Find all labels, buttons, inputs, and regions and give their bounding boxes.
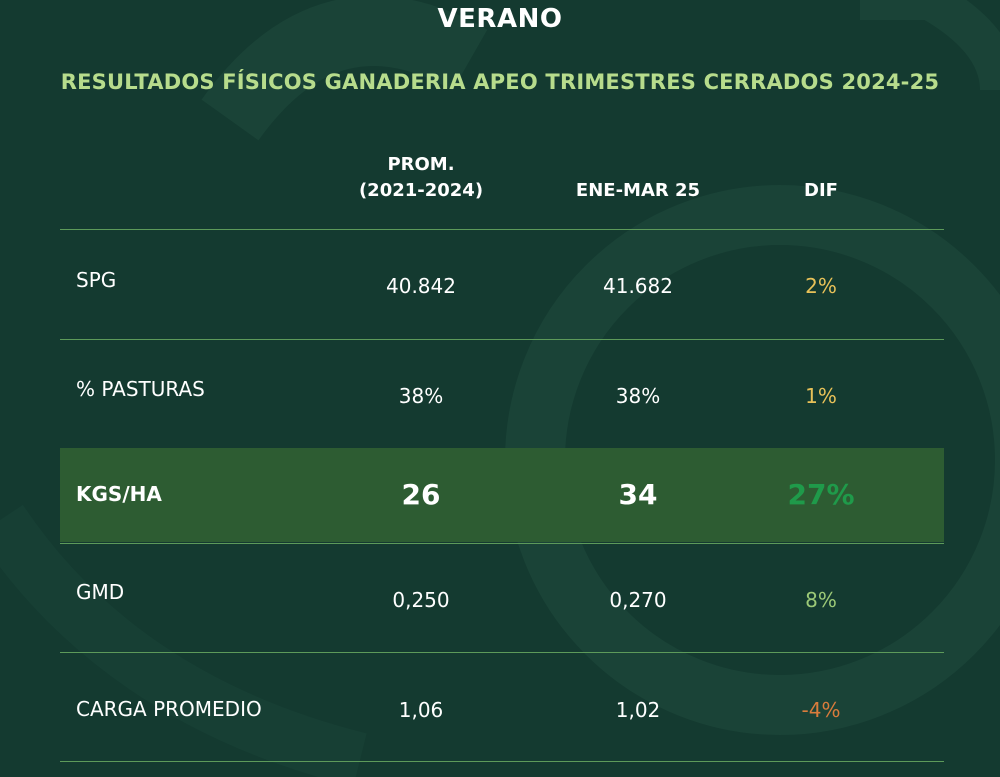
row-label-carga-promedio: CARGA PROMEDIO xyxy=(76,697,262,721)
cell-spg-prom: 40.842 xyxy=(386,274,456,298)
cell-carga-current: 1,02 xyxy=(615,698,661,722)
cell-spg-dif: 2% xyxy=(805,274,837,298)
divider xyxy=(60,652,944,653)
cell-pasturas-prom: 38% xyxy=(398,384,444,408)
row-label-spg: SPG xyxy=(76,268,117,292)
divider xyxy=(60,543,944,544)
highlighted-row-background xyxy=(60,448,944,542)
cell-pasturas-current: 38% xyxy=(615,384,661,408)
divider xyxy=(60,229,944,230)
cell-kgs-ha-current: 34 xyxy=(618,478,658,511)
row-label-pasturas: % PASTURAS xyxy=(76,377,205,401)
column-header-dif: DIF xyxy=(804,180,838,201)
cell-carga-dif: -4% xyxy=(801,698,841,722)
cell-kgs-ha-prom: 26 xyxy=(401,478,441,511)
cell-spg-current: 41.682 xyxy=(603,274,673,298)
cell-gmd-current: 0,270 xyxy=(609,588,667,612)
row-label-kgs-ha: KGS/HA xyxy=(76,482,162,506)
page-title: VERANO xyxy=(437,4,563,34)
row-label-gmd: GMD xyxy=(76,580,125,604)
column-header-prom: PROM. (2021-2024) xyxy=(358,154,484,201)
cell-carga-prom: 1,06 xyxy=(398,698,444,722)
cell-kgs-ha-dif: 27% xyxy=(787,478,855,511)
cell-pasturas-dif: 1% xyxy=(805,384,837,408)
column-header-ene-mar: ENE-MAR 25 xyxy=(575,180,701,201)
divider xyxy=(60,339,944,340)
cell-gmd-dif: 8% xyxy=(805,588,837,612)
cell-gmd-prom: 0,250 xyxy=(392,588,450,612)
divider xyxy=(60,761,944,762)
page-subtitle: RESULTADOS FÍSICOS GANADERIA APEO TRIMES… xyxy=(60,70,940,94)
